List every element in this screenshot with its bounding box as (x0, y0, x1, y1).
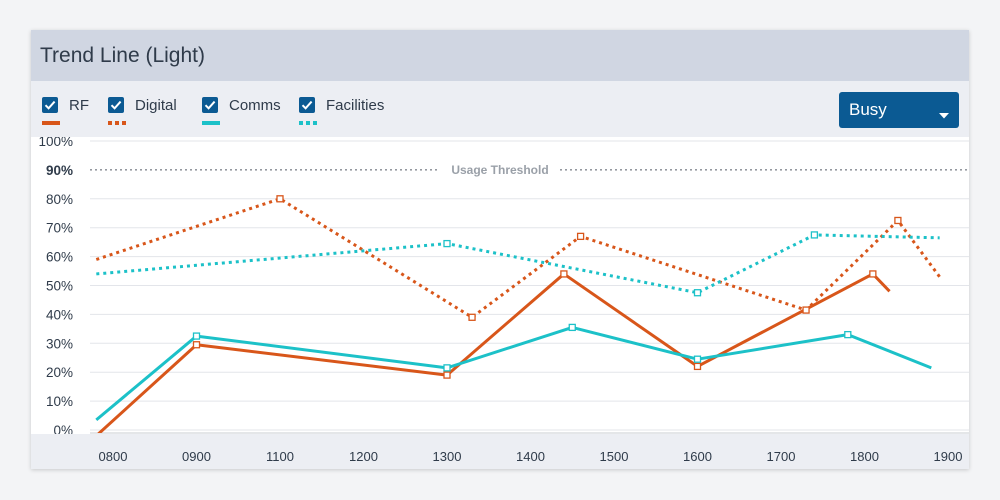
card-title: Trend Line (Light) (40, 44, 205, 67)
checkbox-checked-icon[interactable] (299, 97, 315, 113)
y-tick-label: 50% (46, 279, 73, 294)
line-chart: Usage Threshold0%10%20%30%40%50%60%70%80… (31, 137, 969, 469)
x-tick-label: 1400 (516, 449, 545, 464)
series-line-comms (95, 325, 932, 422)
x-axis-band (31, 434, 969, 469)
data-point-rf (192, 341, 201, 349)
x-tick-label: 1300 (433, 449, 462, 464)
legend-swatch-solid (202, 121, 220, 125)
series-group (95, 195, 941, 433)
data-point-rf (693, 362, 702, 371)
data-point-digital (894, 216, 902, 225)
y-tick-label: 80% (46, 192, 73, 207)
data-point-rf (560, 270, 568, 278)
legend-bar: RF Digital Comms Facilities Busy (31, 81, 969, 137)
data-point-digital (802, 306, 810, 314)
data-point-facilities (693, 289, 702, 297)
x-tick-label: 0900 (182, 449, 211, 464)
legend-label: RF (69, 97, 89, 114)
filter-dropdown[interactable]: Busy (839, 92, 959, 128)
checkbox-checked-icon[interactable] (202, 97, 218, 113)
data-point-comms (693, 355, 702, 363)
legend-label: Comms (229, 97, 281, 114)
y-tick-label: 60% (46, 250, 73, 265)
y-tick-label: 10% (46, 394, 73, 409)
x-tick-label: 1500 (600, 449, 629, 464)
x-tick-label: 1800 (850, 449, 879, 464)
legend-swatch-dotted (299, 121, 317, 125)
data-point-comms (844, 330, 852, 339)
series-line-facilities (96, 233, 940, 295)
legend-swatch-solid (42, 121, 60, 125)
caret-down-icon (939, 107, 949, 122)
x-tick-label: 1900 (934, 449, 963, 464)
data-point-facilities (810, 231, 819, 239)
series-line-digital (95, 197, 941, 319)
threshold-label: Usage Threshold (451, 163, 548, 177)
x-tick-label: 0800 (99, 449, 128, 464)
checkbox-checked-icon[interactable] (42, 97, 58, 113)
series-line-rf (97, 272, 891, 433)
y-tick-label: 90% (46, 163, 73, 178)
data-point-comms (192, 332, 201, 340)
data-point-digital (276, 195, 284, 203)
x-tick-label: 1600 (683, 449, 712, 464)
x-tick-label: 1200 (349, 449, 378, 464)
data-point-rf (443, 371, 451, 379)
y-tick-label: 20% (46, 365, 73, 380)
data-point-rf (869, 270, 877, 278)
trend-card: Trend Line (Light) RF Digital Comms (31, 30, 969, 469)
card-header: Trend Line (Light) (31, 30, 969, 81)
data-point-digital (468, 313, 476, 321)
data-point-facilities (443, 239, 451, 248)
data-point-comms (443, 364, 451, 372)
data-point-digital (576, 232, 585, 241)
legend-label: Digital (135, 97, 177, 114)
data-point-comms (568, 323, 576, 332)
dropdown-value: Busy (849, 100, 887, 119)
x-tick-label: 1700 (767, 449, 796, 464)
y-tick-label: 70% (46, 221, 73, 236)
checkbox-checked-icon[interactable] (108, 97, 124, 113)
y-tick-label: 100% (38, 137, 73, 149)
legend-label: Facilities (326, 97, 385, 114)
y-tick-label: 40% (46, 307, 73, 322)
legend-swatch-dotted (108, 121, 126, 125)
x-tick-label: 1100 (266, 449, 294, 464)
y-tick-label: 30% (46, 336, 73, 351)
